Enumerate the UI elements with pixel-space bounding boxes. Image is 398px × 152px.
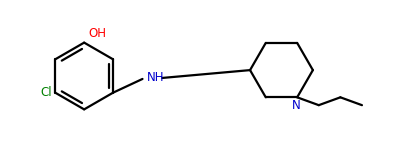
Text: NH: NH	[146, 71, 164, 85]
Text: Cl: Cl	[41, 86, 52, 99]
Text: OH: OH	[88, 27, 106, 40]
Text: N: N	[292, 99, 300, 112]
